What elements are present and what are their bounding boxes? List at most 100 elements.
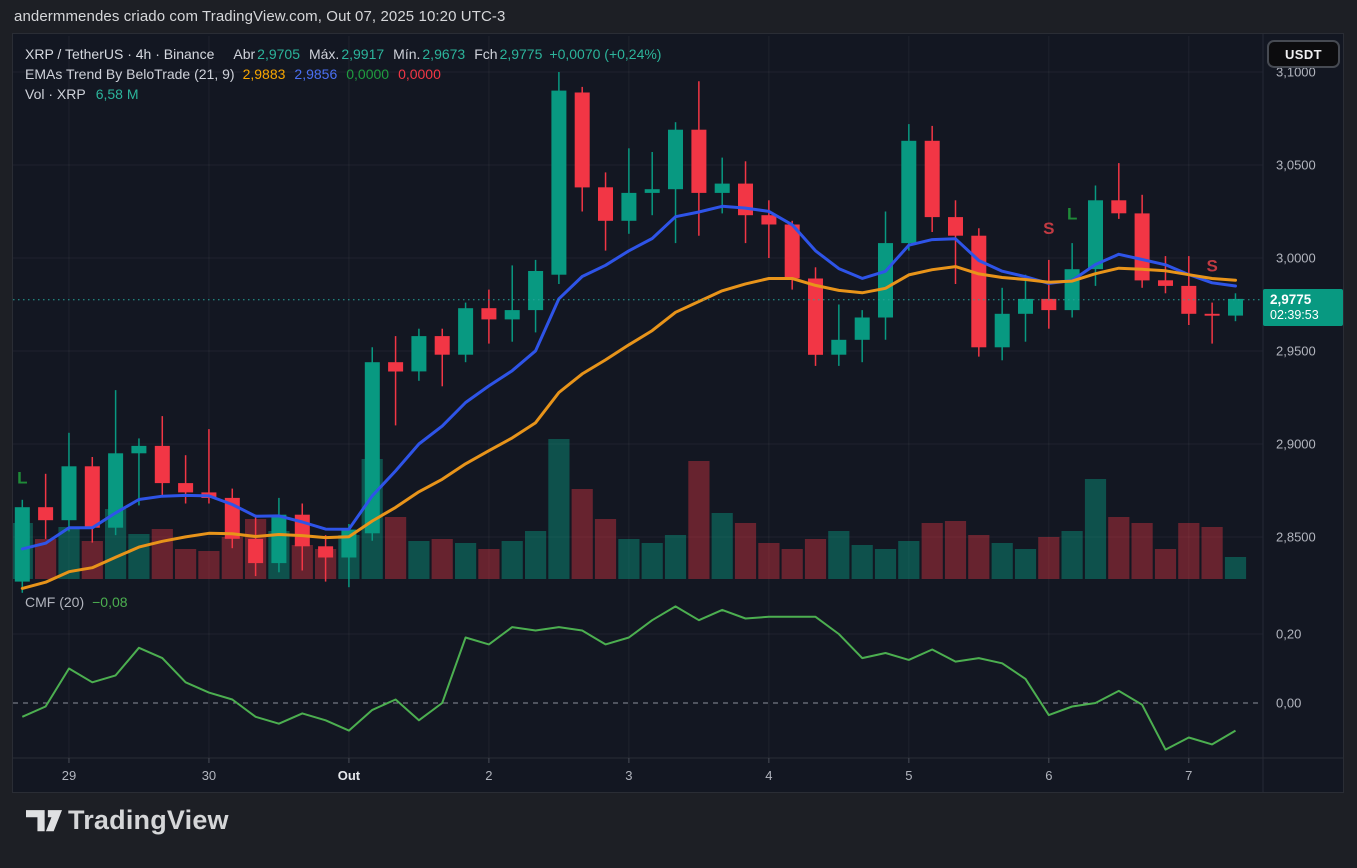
close-label: Fch [474,46,498,62]
cmf-value: −0,08 [92,594,128,610]
candle-body [38,507,54,521]
volume-bar [151,529,173,579]
chart-legend: XRP / TetherUS · 4h · Binance Abr 2,9705 Má… [25,44,661,104]
ema21-value: 2,9883 [242,66,286,82]
volume-bar [1131,523,1153,579]
chart-panel[interactable]: L S L S 3,1000 3,0500 3,0000 2,9500 2,9000 2,8500… [12,33,1344,793]
tradingview-logo-icon[interactable] [26,810,62,832]
candle-body [458,308,474,355]
candle-body [901,140,917,244]
time-axis-label[interactable]: 2 [485,768,492,783]
volume-bar [175,549,197,579]
currency-toggle-button[interactable]: USDT [1267,40,1340,68]
short-signal-marker: S [1043,219,1054,238]
time-axis-label[interactable]: 3 [625,768,632,783]
candle-body [994,313,1010,348]
candle-body [551,90,567,275]
volume-bar [525,531,547,579]
price-chart-canvas[interactable]: LSLS3,10003,05003,00002,95002,90002,8500… [13,34,1343,792]
volume-bar [804,539,827,579]
time-axis-label[interactable]: 30 [202,768,216,783]
volume-bar [711,513,733,579]
candle-body [1204,313,1220,316]
volume-bar [874,549,897,579]
short-signal-value: 0,0000 [398,66,441,82]
axes-layer[interactable]: 3,1000 3,0500 3,0000 2,9500 2,9000 2,8500 0,20… [13,34,1343,792]
last-price-badge[interactable]: 2,9775 02:39:53 [1263,289,1343,326]
candle-body [831,339,847,355]
symbol-title[interactable]: XRP / TetherUS · 4h · Binance [25,46,215,62]
volume-bar [688,461,710,579]
candle-body [621,192,637,221]
ema-indicator-title[interactable]: EMAs Trend By BeloTrade (21, 9) [25,66,235,82]
volume-bar [618,539,640,579]
candle-body [178,483,194,493]
attribution-text: andermmendes criado com TradingView.com,… [14,8,506,25]
time-axis-label[interactable]: 29 [62,768,76,783]
candle-body [388,362,404,372]
candle-body [1018,298,1033,314]
open-value: 2,9705 [257,46,300,62]
volume-bar [198,551,220,579]
price-axis-label: 2,9000 [1276,437,1316,452]
volume-bar [898,541,920,579]
candle-body [738,183,753,216]
candles-layer [14,72,1243,593]
long-signal-marker: L [1067,204,1077,223]
volume-bar [828,531,850,579]
candle-body [1088,200,1103,270]
candle-body [271,514,287,564]
price-axis-label: 3,1000 [1276,65,1316,80]
candle-body [598,187,613,221]
time-axis-label[interactable]: 4 [765,768,772,783]
candle-body [318,546,334,558]
candle-body [528,271,544,311]
volume-bar [385,517,407,579]
volume-bar [478,549,500,579]
candle-body [1228,298,1243,316]
volume-bar [664,535,687,579]
candle-body [1158,280,1173,286]
volume-indicator-title[interactable]: Vol · XRP [25,86,86,102]
candle-body [971,235,987,348]
change-value: +0,0070 (+0,24%) [549,46,662,62]
time-axis-label[interactable]: 7 [1185,768,1192,783]
volume-bar [501,541,523,579]
last-price-value: 2,9775 [1270,292,1312,307]
volume-bar [944,521,967,579]
open-label: Abr [233,46,256,62]
candle-body [761,215,777,225]
candle-body [61,466,77,521]
volume-bar [571,489,593,579]
candle-body [691,129,707,193]
volume-bar [781,549,803,579]
time-axis-label[interactable]: Out [338,768,361,783]
bar-countdown: 02:39:53 [1270,308,1319,322]
volume-bar [594,519,617,579]
candle-body [434,336,450,355]
candle-body [784,224,800,279]
volume-bar [128,534,150,579]
time-axis-label[interactable]: 5 [905,768,912,783]
volume-bar [1061,531,1083,579]
low-value: 2,9673 [422,46,466,62]
volume-bar [758,543,780,579]
volume-bar [1014,549,1037,579]
symbol-row: XRP / TetherUS · 4h · Binance Abr 2,9705 Má… [25,44,661,64]
candle-body [948,217,963,236]
cmf-indicator-row: CMF (20) −0,08 [25,594,128,610]
volume-bar [548,439,570,579]
volume-bar [734,523,757,579]
volume-layer [13,439,1247,579]
volume-bar [431,539,453,579]
candle-body [411,336,427,372]
cmf-line [21,605,1237,751]
cmf-indicator-title[interactable]: CMF (20) [25,594,85,610]
candle-body [1111,200,1127,214]
tradingview-wordmark[interactable]: TradingView [68,805,229,835]
volume-bar [1201,527,1223,579]
price-axis-label: 3,0500 [1276,158,1316,173]
ema-indicator-row: EMAs Trend By BeloTrade (21, 9) 2,9883 2,9… [25,64,661,84]
time-axis-label[interactable]: 6 [1045,768,1052,783]
candle-body [924,140,940,218]
